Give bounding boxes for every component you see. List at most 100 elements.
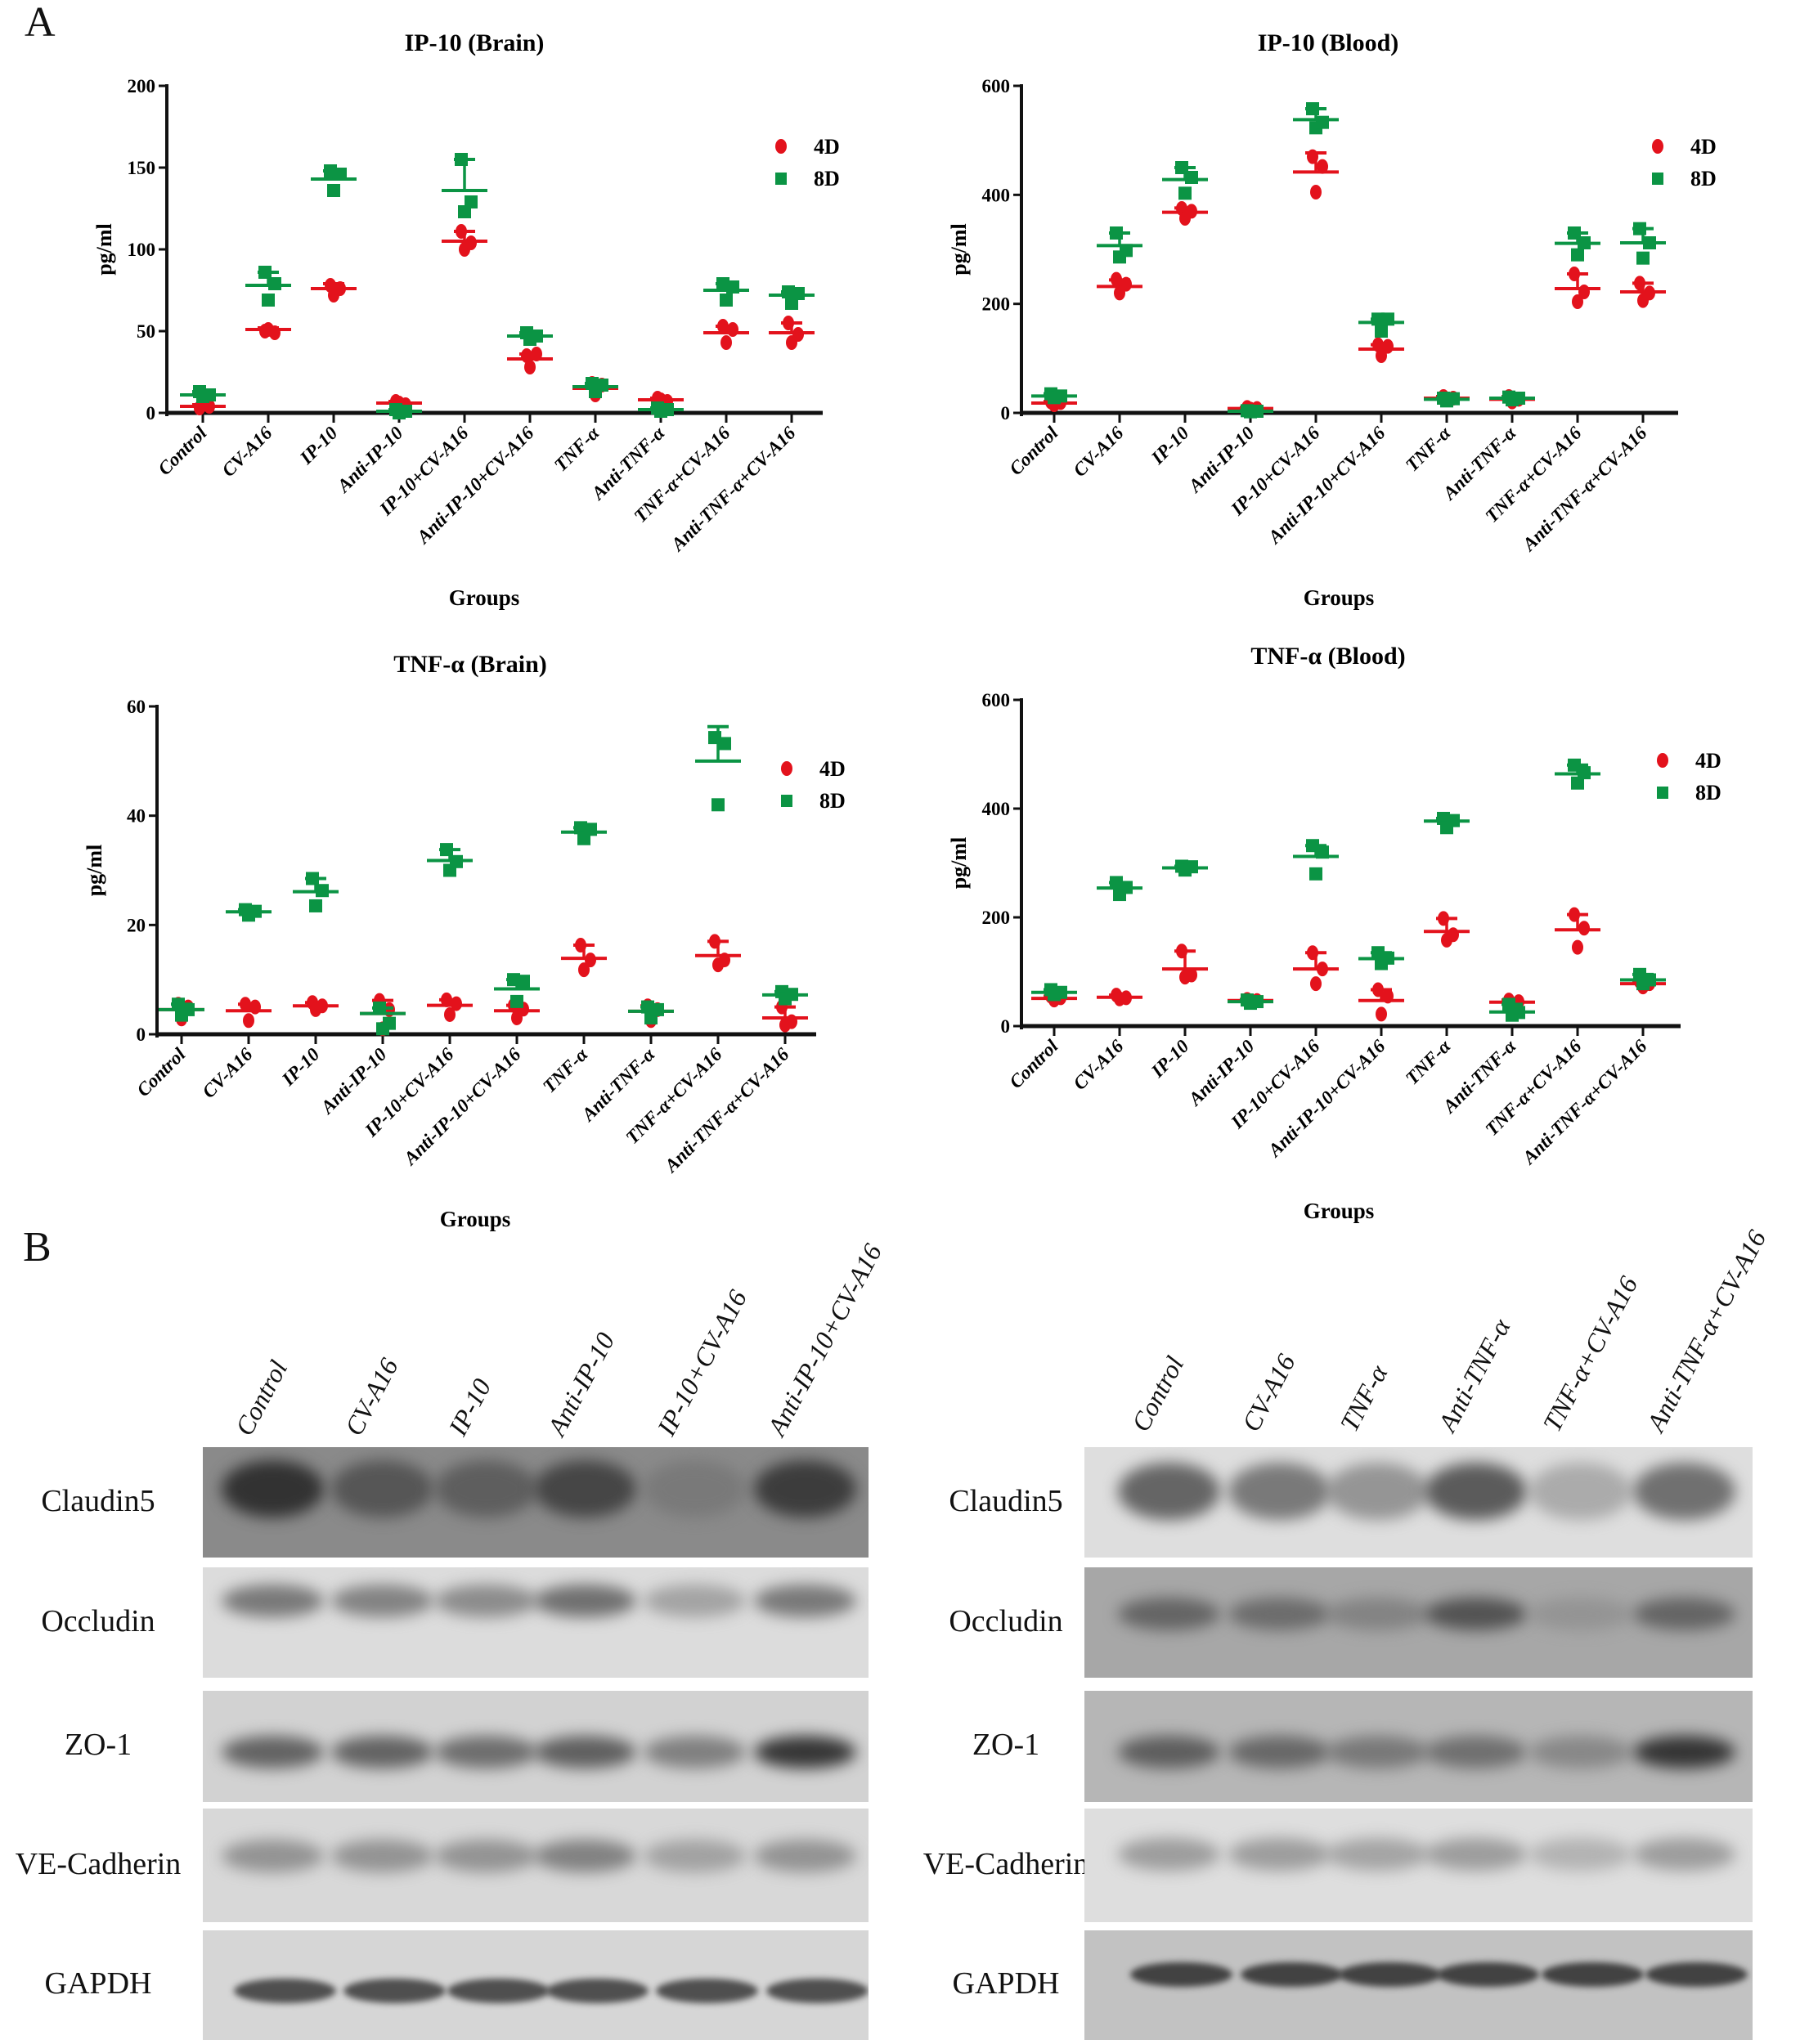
y-tick-label: 200	[982, 908, 1011, 928]
data-point	[334, 281, 346, 296]
elisa-charts: IP-10 (Brain)050100150200pg/mlGroupsCont…	[83, 29, 1721, 1231]
blot-row-label: VE-Cadherin	[15, 1846, 182, 1881]
legend-marker-8d	[1652, 173, 1663, 185]
blot-ve-cadherin	[203, 1809, 869, 1922]
lane-label: Anti-TNF-α+CV-A16	[1641, 1225, 1772, 1437]
data-point	[1317, 159, 1328, 174]
data-point	[661, 403, 674, 416]
blot-ve-cadherin	[1084, 1809, 1753, 1922]
blot-zo-1	[203, 1691, 869, 1802]
data-point	[786, 1014, 797, 1029]
data-point	[440, 843, 453, 857]
x-tick-label: IP-10	[1147, 423, 1193, 469]
series-8D	[159, 724, 808, 1036]
y-tick-label: 150	[128, 158, 156, 178]
legend-marker-4d	[781, 761, 792, 776]
blot-row-label: ZO-1	[64, 1728, 132, 1762]
y-axis-label: pg/ml	[83, 845, 106, 897]
protein-band	[765, 1978, 869, 2003]
x-axis-label: Groups	[1304, 585, 1375, 610]
x-tick-label: TNF-α	[550, 422, 604, 476]
protein-band	[1326, 1837, 1429, 1871]
protein-band	[233, 1978, 336, 2003]
x-tick-label: CV-A16	[1070, 1036, 1128, 1094]
lane-label: CV-A16	[1236, 1349, 1301, 1437]
protein-band	[1632, 1463, 1735, 1520]
protein-band	[1528, 1837, 1632, 1871]
data-point	[455, 153, 468, 166]
protein-band	[1424, 1597, 1527, 1630]
series-8D	[180, 153, 815, 419]
lane-label: TNF-α	[1334, 1360, 1394, 1437]
data-point	[595, 379, 608, 392]
data-point	[373, 1001, 386, 1015]
x-tick-label: CV-A16	[218, 423, 276, 481]
x-tick-label: Anti-TNF-α+CV-A16	[1518, 423, 1651, 556]
blot-row-label: Occludin	[949, 1603, 1063, 1638]
x-tick-label: Anti-TNF-α+CV-A16	[660, 1044, 793, 1177]
data-point	[1309, 867, 1322, 881]
protein-band	[1117, 1837, 1220, 1871]
data-point	[1111, 271, 1122, 287]
protein-band	[434, 1584, 537, 1617]
chart-1: IP-10 (Blood) 0 200 400 600 pg/ml Groups Contro…	[947, 29, 1717, 610]
x-tick-label: TNF-α	[1402, 422, 1456, 476]
chart-2: TNF-α (Brain) 0 20 40 60 pg/ml Groups Control CV…	[83, 651, 846, 1231]
data-point	[1634, 276, 1645, 291]
data-point	[1643, 236, 1656, 249]
x-tick-label: CV-A16	[199, 1044, 257, 1102]
data-point	[1569, 267, 1580, 281]
blot-row-label: Occludin	[41, 1603, 155, 1638]
lane-label: IP-10	[442, 1374, 497, 1441]
data-point	[309, 899, 322, 912]
blot-gapdh	[203, 1930, 869, 2040]
data-point	[1578, 285, 1590, 299]
protein-band	[1240, 1961, 1343, 1987]
y-axis-label: pg/ml	[947, 837, 971, 890]
y-tick-label: 400	[982, 185, 1011, 205]
data-point	[1310, 185, 1322, 199]
data-point	[792, 327, 804, 342]
lane-label: Anti-TNF-α	[1432, 1314, 1516, 1437]
data-point	[1571, 248, 1584, 262]
legend-marker-4d	[775, 139, 787, 154]
protein-band	[1424, 1735, 1527, 1768]
data-point	[249, 904, 262, 918]
data-point	[1110, 226, 1123, 240]
data-point	[1120, 276, 1132, 292]
protein-band	[1528, 1463, 1632, 1520]
data-point	[1186, 967, 1197, 983]
data-point	[262, 294, 275, 307]
y-tick-label: 0	[1001, 403, 1011, 424]
protein-band	[1632, 1597, 1735, 1630]
panel-label-a: A	[25, 0, 56, 46]
data-point	[203, 388, 216, 401]
protein-band	[343, 1978, 446, 2003]
x-tick-label: Control	[1005, 422, 1062, 479]
data-point	[1176, 944, 1187, 959]
x-tick-label: TNF-α	[539, 1043, 593, 1097]
y-tick-label: 100	[128, 240, 156, 260]
x-tick-label: Control	[132, 1043, 190, 1100]
protein-band	[1228, 1597, 1331, 1630]
data-point	[1250, 995, 1264, 1009]
legend-label: 4D	[814, 135, 840, 159]
protein-band	[330, 1584, 433, 1617]
y-tick-label: 200	[128, 76, 156, 96]
data-point	[465, 195, 478, 208]
blot-occludin	[1084, 1567, 1753, 1678]
protein-band	[1117, 1463, 1220, 1520]
data-point	[792, 287, 805, 300]
chart-title: TNF-α (Brain)	[393, 651, 547, 678]
data-point	[399, 405, 412, 418]
protein-band	[533, 1460, 636, 1518]
protein-band	[1129, 1961, 1232, 1987]
data-point	[1381, 312, 1394, 326]
data-point	[182, 1002, 195, 1016]
data-point	[1316, 115, 1329, 129]
protein-band	[1424, 1837, 1527, 1871]
x-tick-label: IP-10	[1147, 1036, 1193, 1083]
data-point	[585, 953, 596, 968]
protein-band	[1436, 1961, 1539, 1987]
protein-band	[753, 1460, 856, 1518]
